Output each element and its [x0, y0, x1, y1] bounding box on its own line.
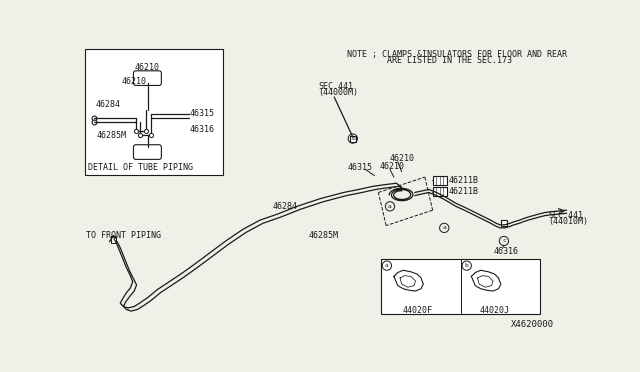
Text: 46284: 46284 [95, 100, 120, 109]
Text: TO FRONT PIPING: TO FRONT PIPING [86, 231, 161, 240]
Text: DETAIL OF TUBE PIPING: DETAIL OF TUBE PIPING [88, 163, 193, 171]
Text: b: b [465, 263, 468, 268]
Bar [349, 135, 356, 142]
Text: 46284: 46284 [272, 202, 297, 211]
Text: 44020F: 44020F [403, 306, 433, 315]
Text: 46315: 46315 [348, 163, 372, 172]
Text: b: b [351, 136, 355, 141]
Text: 46211B: 46211B [449, 176, 479, 185]
Text: 46285M: 46285M [97, 131, 127, 140]
Text: a: a [385, 263, 388, 268]
FancyBboxPatch shape [134, 145, 161, 159]
Text: 46285M: 46285M [308, 231, 339, 240]
Text: SEC.441: SEC.441 [548, 211, 583, 220]
Text: 46210: 46210 [379, 162, 404, 171]
Bar [84, 49, 223, 175]
Text: 46315: 46315 [190, 109, 215, 118]
Text: SEC.441: SEC.441 [319, 82, 354, 91]
Bar [501, 220, 507, 225]
Text: (44000M): (44000M) [319, 88, 358, 97]
Text: 46210: 46210 [122, 77, 147, 86]
Bar [433, 176, 447, 185]
Text: NOTE ; CLAMPS &INSULATORS FOR FLOOR AND REAR: NOTE ; CLAMPS &INSULATORS FOR FLOOR AND … [348, 50, 568, 59]
Text: c: c [502, 238, 506, 244]
Bar [111, 235, 116, 243]
Text: 46211B: 46211B [449, 187, 479, 196]
Bar [433, 187, 447, 196]
Text: 44020J: 44020J [480, 306, 510, 315]
Text: 46316: 46316 [190, 125, 215, 134]
FancyBboxPatch shape [134, 71, 161, 86]
Text: 46210: 46210 [390, 154, 415, 163]
Text: (44010M): (44010M) [548, 217, 588, 226]
Text: X4620000: X4620000 [511, 320, 554, 328]
Text: 46210: 46210 [135, 63, 160, 72]
Text: ARE LISTED IN THE SEC.173: ARE LISTED IN THE SEC.173 [348, 56, 513, 65]
Text: a: a [388, 204, 392, 209]
Text: a: a [442, 225, 446, 230]
Bar [381, 259, 540, 314]
Text: 46316: 46316 [494, 247, 519, 256]
